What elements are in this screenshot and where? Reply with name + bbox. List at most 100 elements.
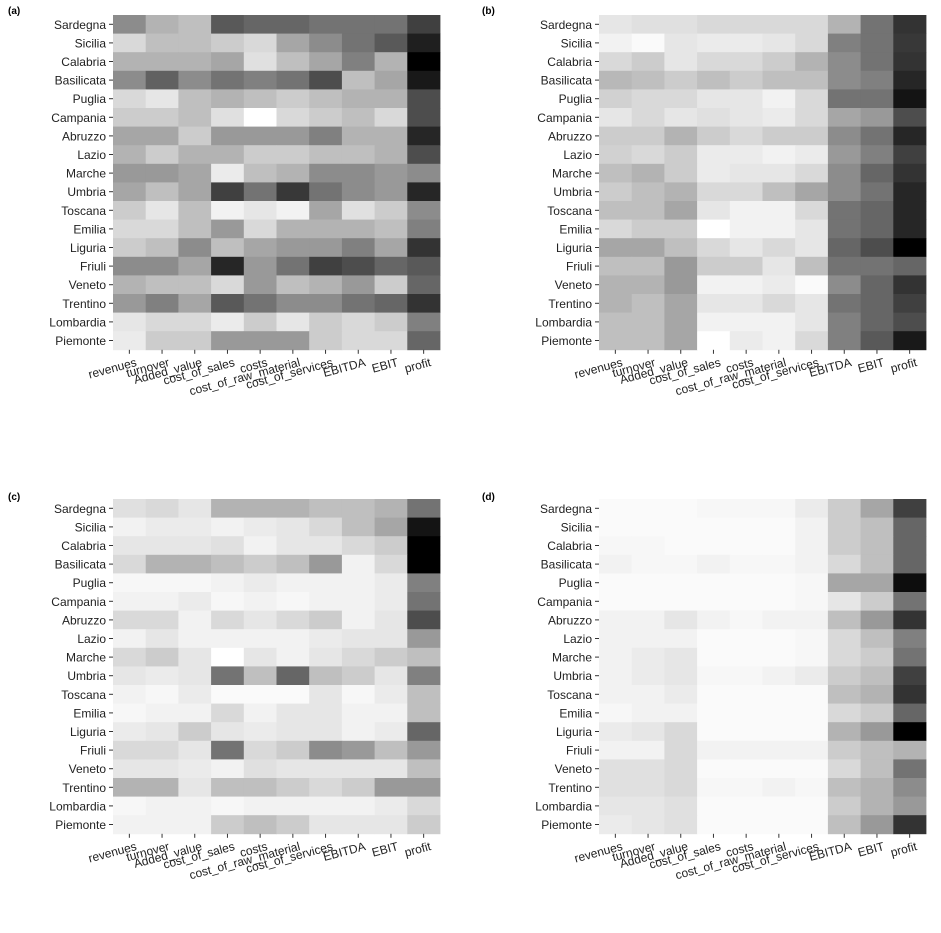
heatmap-cell (729, 666, 763, 686)
heatmap-cell (599, 201, 633, 220)
heatmap-cell (145, 815, 179, 835)
heatmap-cell (145, 517, 179, 537)
heatmap-cell (178, 126, 212, 146)
y-tick-label: Liguria (70, 241, 106, 255)
heatmap-cell (599, 331, 633, 351)
y-tick-label: Veneto (69, 762, 107, 776)
heatmap-cell (113, 163, 147, 183)
y-tick-label: Sardegna (540, 18, 592, 32)
heatmap-cell (631, 592, 665, 611)
heatmap-cell (113, 312, 147, 332)
heatmap-cell (599, 89, 633, 109)
heatmap-cell (664, 573, 698, 593)
heatmap-cell (729, 796, 763, 816)
heatmap-cell (697, 182, 731, 202)
y-tick-label: Puglia (559, 576, 593, 590)
heatmap-cell (276, 796, 310, 816)
heatmap-cell (762, 108, 796, 127)
heatmap-cell (860, 126, 894, 146)
heatmap-cell (276, 294, 310, 313)
heatmap-cell (860, 499, 894, 518)
heatmap-cell (276, 573, 310, 593)
heatmap-cell (276, 740, 310, 760)
heatmap-cell (145, 740, 179, 760)
heatmap-cell (276, 722, 310, 742)
heatmap-cell (893, 312, 927, 332)
heatmap-cell (243, 108, 277, 127)
heatmap-cell (762, 219, 796, 239)
heatmap-cell (795, 536, 829, 556)
heatmap-cell (827, 815, 861, 835)
heatmap-cell (631, 163, 665, 183)
heatmap-cell (729, 685, 763, 704)
heatmap-cell (243, 499, 277, 518)
y-tick-label: Lombardia (49, 315, 106, 329)
x-tick-label: profit (889, 355, 919, 376)
heatmap-cell (243, 685, 277, 704)
heatmap-cell (697, 647, 731, 667)
heatmap-cell (341, 182, 375, 202)
y-tick-label: Emilia (559, 222, 592, 236)
heatmap-cell (697, 796, 731, 816)
heatmap-cell (341, 554, 375, 574)
heatmap-cell (697, 312, 731, 332)
heatmap-cell (243, 15, 277, 34)
heatmap-cell (407, 517, 441, 537)
heatmap-cell (860, 52, 894, 72)
heatmap-cell (631, 759, 665, 779)
heatmap-cell (211, 778, 245, 797)
heatmap-cell (893, 163, 927, 183)
heatmap-cell (860, 294, 894, 313)
panel-label: (a) (8, 6, 20, 17)
heatmap-cell (729, 294, 763, 313)
heatmap-cell (243, 554, 277, 574)
heatmap-cell (860, 219, 894, 239)
heatmap-cell (795, 666, 829, 686)
heatmap-cell (407, 219, 441, 239)
y-tick-label: Umbria (67, 669, 106, 683)
heatmap-cell (893, 145, 927, 165)
heatmap-cell (178, 554, 212, 574)
heatmap-cell (893, 294, 927, 313)
heatmap-cell (827, 499, 861, 518)
heatmap-cell (113, 815, 147, 835)
heatmap-cell (599, 256, 633, 276)
heatmap-cell (664, 89, 698, 109)
heatmap-cell (374, 52, 408, 72)
heatmap-cell (664, 796, 698, 816)
heatmap-cell (893, 592, 927, 611)
heatmap-cell (827, 517, 861, 537)
heatmap-cell (309, 294, 343, 313)
heatmap-cell (697, 740, 731, 760)
heatmap-cell (243, 703, 277, 723)
heatmap-cell (341, 722, 375, 742)
y-tick-label: Abruzzo (548, 129, 592, 143)
y-tick-label: Calabria (547, 539, 592, 553)
heatmap-cell (276, 201, 310, 220)
heatmap-cell (113, 554, 147, 574)
heatmap-cell (599, 275, 633, 295)
heatmap-cell (860, 536, 894, 556)
heatmap-cell (211, 275, 245, 295)
heatmap-cell (762, 182, 796, 202)
heatmap-cell (276, 331, 310, 351)
heatmap-cell (729, 499, 763, 518)
heatmap-cell (697, 15, 731, 34)
heatmap-cell (243, 815, 277, 835)
y-tick-label: Sardegna (54, 18, 106, 32)
heatmap-cell (407, 108, 441, 127)
y-tick-label: Sardegna (540, 502, 592, 516)
x-tick-label: costs (238, 355, 269, 376)
heatmap-cell (276, 815, 310, 835)
heatmap-cell (762, 238, 796, 258)
heatmap-cell (276, 647, 310, 667)
heatmap-cell (178, 666, 212, 686)
heatmap-cell (795, 108, 829, 127)
heatmap-cell (664, 108, 698, 127)
heatmap-cell (893, 740, 927, 760)
y-tick-label: Piemonte (541, 818, 592, 832)
y-tick-label: Campania (51, 111, 106, 125)
heatmap-cell (178, 759, 212, 779)
heatmap-cell (762, 70, 796, 90)
heatmap-cell (599, 629, 633, 649)
